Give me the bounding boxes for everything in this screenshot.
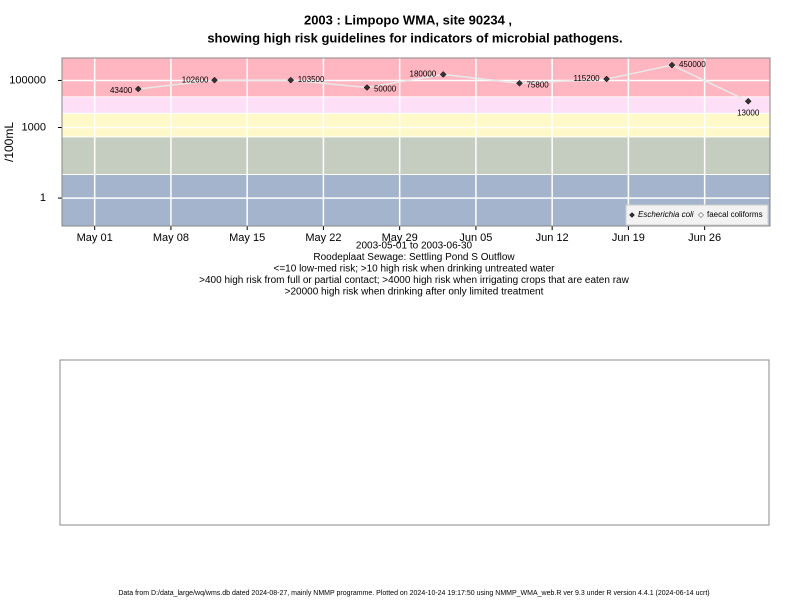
data-point [516,79,523,87]
x-tick-label: May 29 [382,232,418,244]
risk-band [62,136,770,175]
note: >400 high risk from full or partial cont… [199,275,629,286]
data-label: 75800 [526,80,549,89]
note: >20000 high risk when drinking after onl… [285,287,544,298]
data-point [603,75,610,83]
note: <=10 low-med risk; >10 high risk when dr… [274,264,556,275]
x-tick-label: Jun 12 [536,232,569,244]
data-label: 102600 [182,75,209,84]
y-tick-label: 1000 [22,121,46,133]
y-axis-label: /100mL [2,122,16,162]
x-tick-label: May 15 [229,232,265,244]
footer: Data from D:/data_large/wq/wms.db dated … [118,590,709,597]
chart-subtitle: showing high risk guidelines for indicat… [207,30,622,45]
risk-band [62,58,770,97]
note: Roodeplaat Sewage: Settling Pond S Outfl… [313,252,515,263]
data-label: 450000 [679,60,706,69]
data-label: 43400 [110,86,133,95]
data-label: 103500 [298,75,325,84]
data-point [211,76,218,84]
x-tick-label: May 22 [305,232,341,244]
y-tick-label: 100000 [9,74,46,86]
x-tick-label: Jun 26 [688,232,721,244]
legend-marker [629,212,635,218]
empty-panel [59,359,770,526]
data-point [287,76,295,84]
y-tick-label: 1 [40,192,46,204]
x-tick-label: May 08 [153,232,189,244]
risk-band [62,113,770,137]
risk-band [62,96,770,114]
legend-label: faecal coliforms [707,210,763,219]
data-point [439,71,447,78]
data-point [668,61,676,69]
note: 2003-05-01 to 2003-06-30 [356,241,473,252]
legend-box [625,204,769,226]
data-point [134,85,142,93]
data-point [363,84,371,91]
x-tick-label: May 01 [77,232,113,244]
legend-label: Escherichia coli [638,210,694,219]
data-label: 13000 [737,108,760,117]
x-tick-label: Jun 19 [612,232,645,244]
x-tick-label: Jun 05 [459,232,492,244]
chart-title: 2003 : Limpopo WMA, site 90234 , [304,12,512,27]
data-label: 50000 [374,85,397,94]
data-label: 180000 [410,70,437,79]
data-label: 115200 [574,74,601,83]
plot-frame [61,57,771,227]
data-point [744,97,752,105]
legend-marker [698,212,704,218]
